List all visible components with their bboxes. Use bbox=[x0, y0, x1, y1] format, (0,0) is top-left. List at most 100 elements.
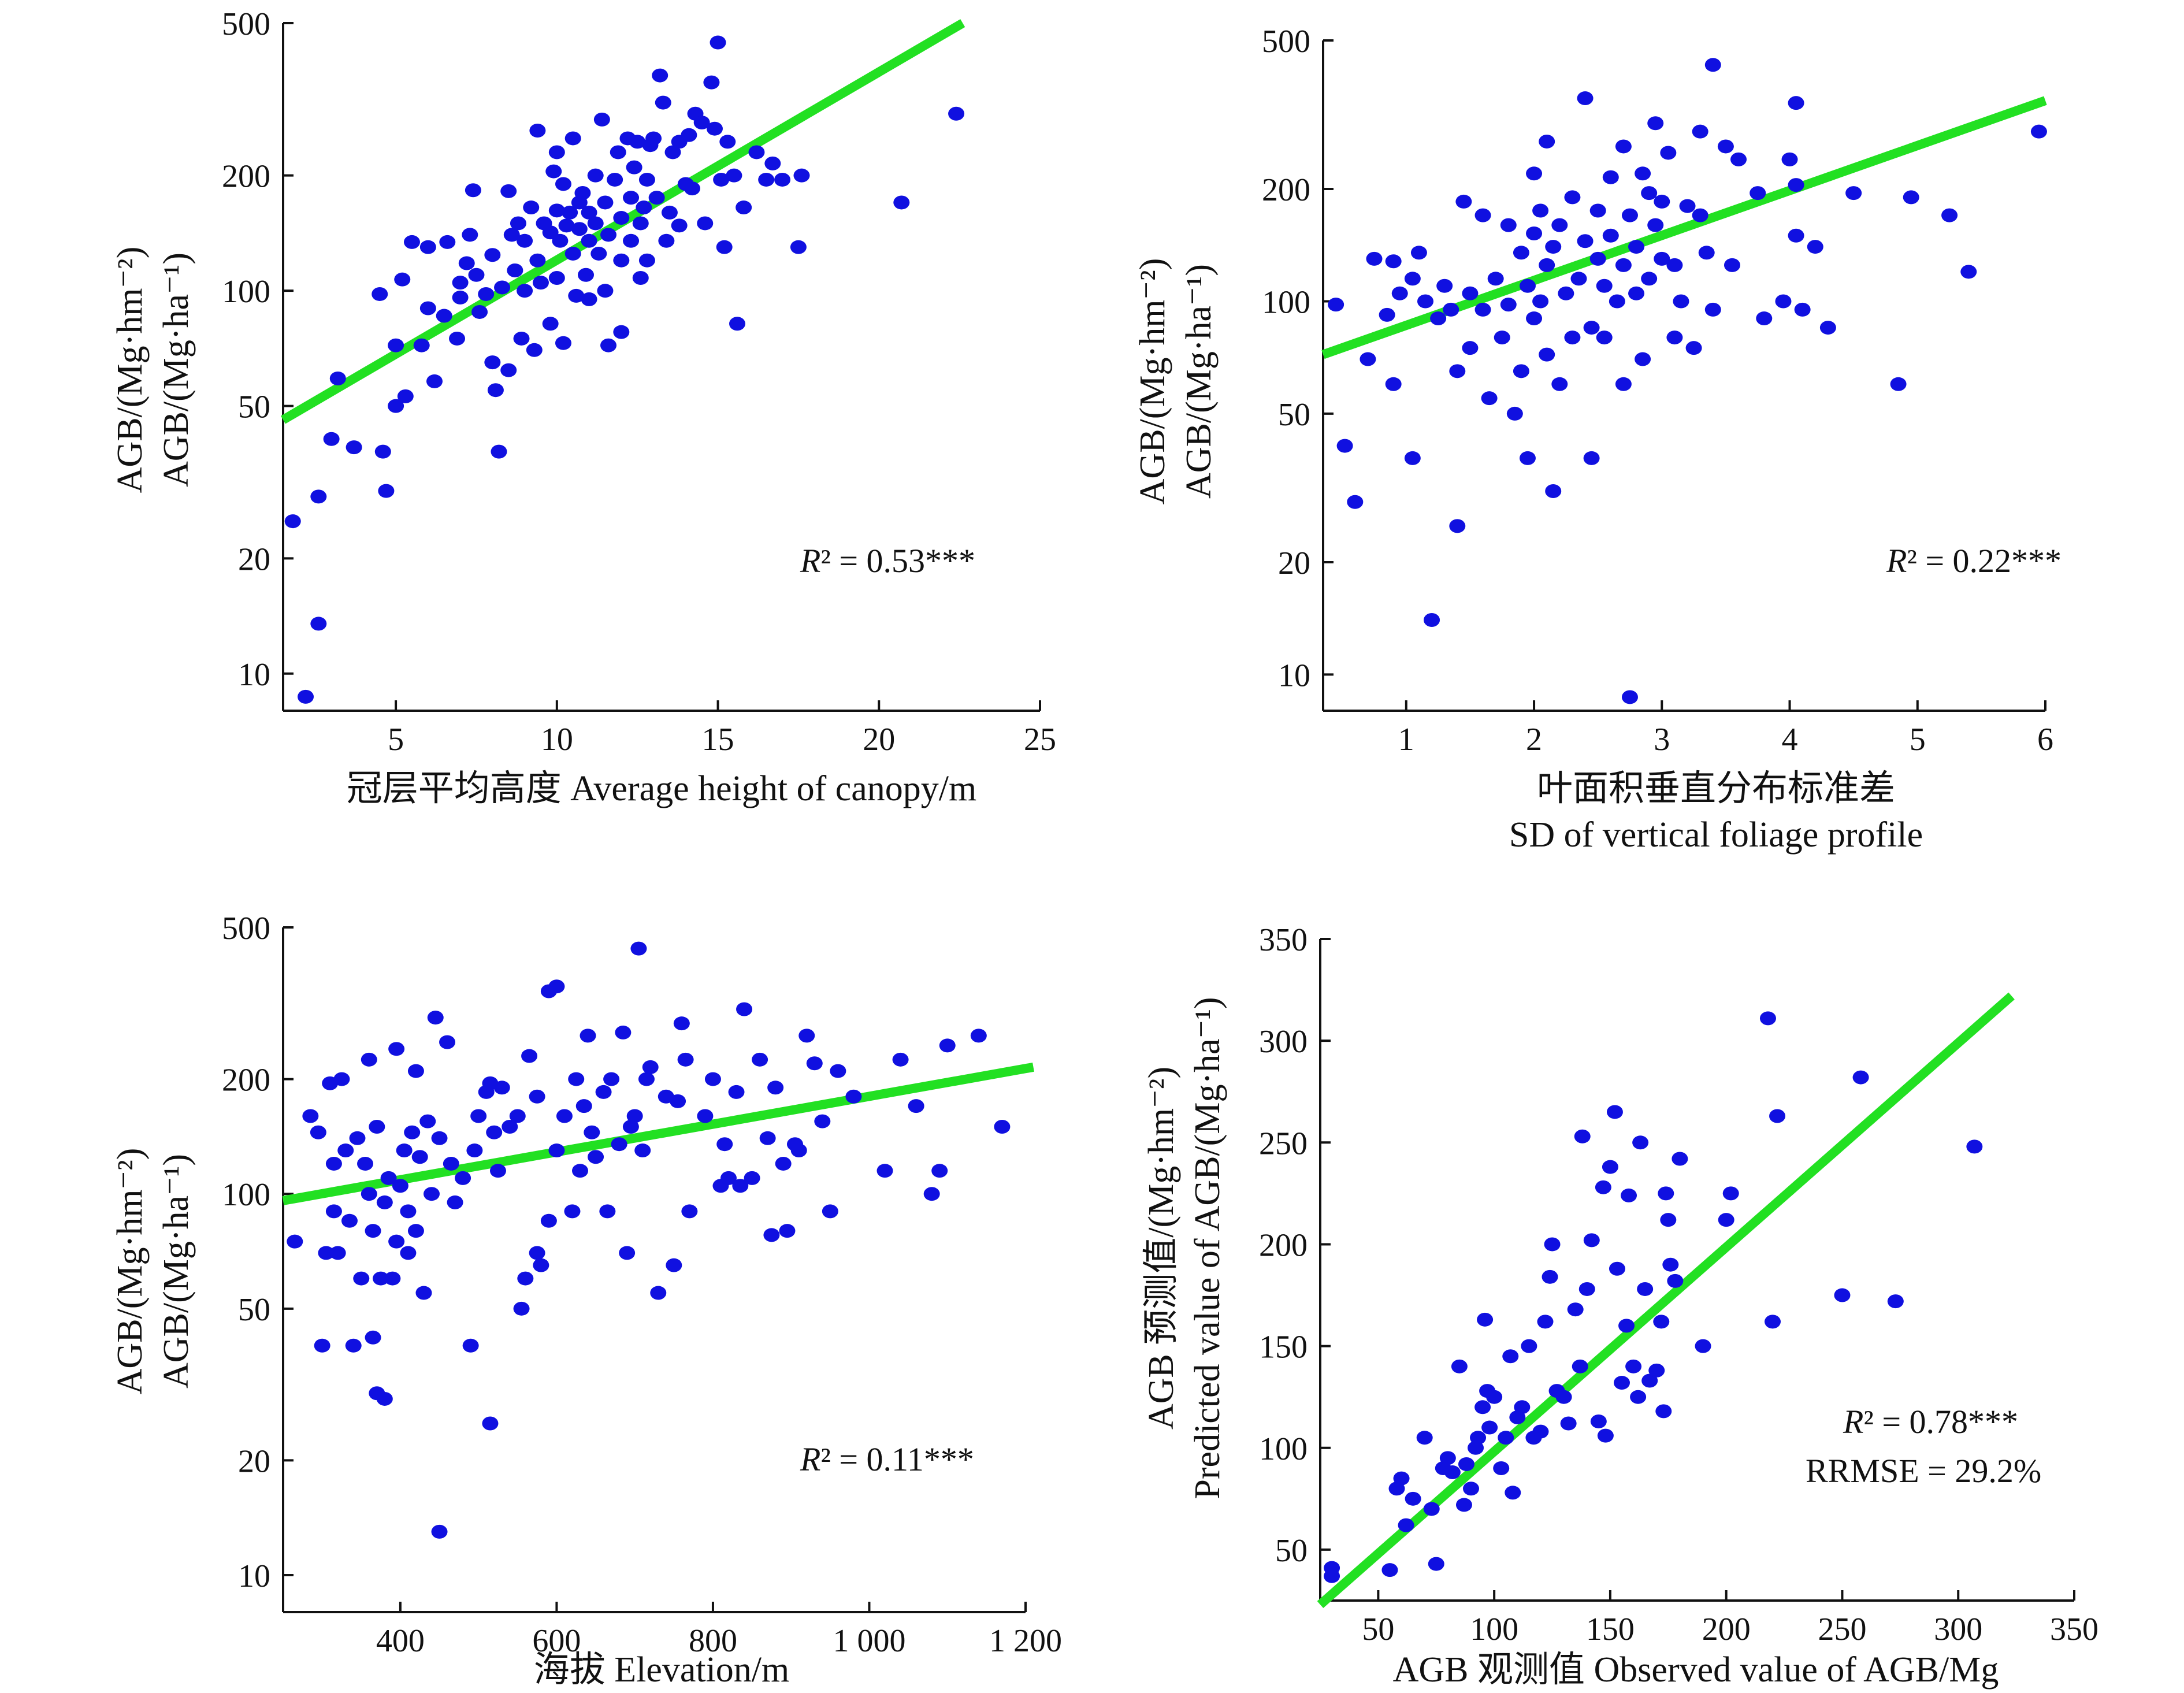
data-point bbox=[671, 218, 688, 233]
data-point bbox=[572, 1164, 588, 1178]
data-point bbox=[361, 1052, 377, 1067]
data-point bbox=[1695, 1339, 1711, 1353]
data-point bbox=[775, 1156, 792, 1171]
data-point bbox=[648, 191, 665, 205]
data-point bbox=[1685, 341, 1702, 355]
x-tick-label: 100 bbox=[1470, 1612, 1518, 1647]
data-point bbox=[736, 201, 752, 215]
data-point bbox=[638, 253, 655, 268]
data-point bbox=[632, 271, 649, 285]
data-point bbox=[1597, 1428, 1614, 1443]
y-axis-label-line-2: AGB/(Mg·ha⁻¹) bbox=[157, 1154, 196, 1388]
data-point bbox=[1545, 240, 1562, 254]
data-point bbox=[595, 1085, 612, 1099]
data-point bbox=[716, 240, 733, 254]
data-point bbox=[540, 1213, 557, 1228]
data-point bbox=[1404, 272, 1421, 286]
data-point bbox=[1519, 451, 1536, 465]
data-point bbox=[1756, 311, 1773, 326]
data-point bbox=[736, 1002, 753, 1016]
x-tick-label: 50 bbox=[1362, 1612, 1394, 1647]
x-tick-label: 10 bbox=[541, 722, 573, 758]
data-point bbox=[1417, 294, 1433, 309]
data-point bbox=[1481, 1420, 1498, 1435]
data-point bbox=[1769, 1109, 1786, 1123]
data-point bbox=[1470, 1431, 1487, 1445]
data-point bbox=[610, 145, 626, 159]
y-axis-label-line-2: AGB/(Mg·ha⁻¹) bbox=[1179, 264, 1219, 499]
data-point bbox=[673, 1016, 690, 1031]
points-group bbox=[1328, 58, 2047, 704]
data-point bbox=[908, 1099, 924, 1113]
y-axis-label-line-1: AGB/(Mg·hm⁻²) bbox=[110, 247, 150, 493]
data-point bbox=[548, 979, 565, 994]
data-point bbox=[376, 1195, 393, 1209]
data-point bbox=[1788, 96, 1804, 110]
data-point bbox=[1641, 272, 1658, 286]
data-point bbox=[1635, 166, 1651, 181]
data-point bbox=[1775, 294, 1792, 309]
data-point bbox=[1589, 203, 1606, 218]
x-tick-label: 800 bbox=[689, 1623, 737, 1659]
data-point bbox=[726, 168, 742, 183]
data-point bbox=[1654, 194, 1670, 209]
data-point bbox=[590, 246, 607, 261]
y-tick-label: 50 bbox=[1278, 397, 1310, 433]
data-point bbox=[1679, 199, 1696, 213]
data-point bbox=[600, 228, 617, 242]
data-point bbox=[584, 1125, 600, 1139]
points-group bbox=[287, 941, 1011, 1539]
data-point bbox=[431, 1524, 448, 1539]
axes: 1 2 3 4 5 6 10 20 50 100 200 500 bbox=[1262, 24, 2053, 758]
data-point bbox=[1596, 279, 1613, 293]
data-point bbox=[1589, 251, 1606, 266]
data-point bbox=[310, 489, 327, 504]
data-point bbox=[615, 1025, 632, 1039]
data-point bbox=[517, 233, 533, 248]
data-point bbox=[793, 168, 810, 183]
data-point bbox=[1500, 298, 1517, 312]
data-point bbox=[630, 941, 647, 956]
data-point bbox=[1391, 286, 1408, 300]
data-point bbox=[638, 1072, 655, 1086]
data-point bbox=[1532, 294, 1549, 309]
data-point bbox=[759, 1131, 776, 1145]
data-point bbox=[388, 1234, 405, 1249]
y-tick-label: 20 bbox=[1278, 545, 1310, 581]
data-point bbox=[893, 195, 910, 210]
data-point bbox=[1424, 613, 1440, 628]
data-point bbox=[619, 1246, 636, 1260]
data-point bbox=[939, 1038, 956, 1053]
data-point bbox=[790, 240, 807, 254]
y-tick-label: 20 bbox=[238, 1443, 270, 1479]
x-axis-label: AGB 观测值 Observed value of AGB/Mg bbox=[1393, 1650, 1999, 1690]
data-point bbox=[587, 168, 604, 183]
data-point bbox=[1834, 1288, 1851, 1302]
data-point bbox=[1722, 1186, 1739, 1201]
data-point bbox=[1462, 286, 1479, 300]
data-point bbox=[1704, 302, 1721, 317]
data-point bbox=[1487, 272, 1504, 286]
data-point bbox=[486, 1125, 503, 1139]
data-point bbox=[798, 1029, 815, 1043]
data-point bbox=[1673, 294, 1689, 309]
data-point bbox=[622, 1120, 639, 1134]
x-tick-label: 3 bbox=[1654, 722, 1670, 758]
data-point bbox=[470, 1109, 487, 1123]
data-point bbox=[517, 284, 533, 298]
data-point bbox=[581, 205, 597, 220]
data-point bbox=[1606, 1105, 1623, 1119]
x-tick-label: 300 bbox=[1934, 1612, 1982, 1647]
data-point bbox=[503, 228, 520, 242]
data-point bbox=[1558, 286, 1574, 300]
data-point bbox=[529, 1089, 545, 1104]
data-point bbox=[1462, 341, 1479, 355]
axes: 5 10 15 20 25 10 20 50 100 200 500 bbox=[222, 6, 1056, 758]
data-point bbox=[568, 288, 585, 303]
y-tick-label: 300 bbox=[1259, 1024, 1308, 1060]
data-point bbox=[642, 1060, 659, 1074]
data-point bbox=[748, 145, 765, 159]
data-point bbox=[372, 287, 388, 301]
data-point bbox=[1347, 495, 1364, 509]
data-point bbox=[392, 1179, 408, 1193]
